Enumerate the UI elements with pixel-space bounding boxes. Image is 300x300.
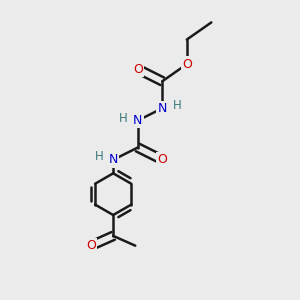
Text: N: N: [109, 153, 118, 166]
Text: O: O: [133, 62, 143, 76]
Text: O: O: [182, 58, 192, 70]
Text: O: O: [86, 239, 96, 252]
Text: H: H: [95, 150, 104, 163]
Text: N: N: [158, 102, 167, 115]
Text: N: N: [133, 114, 142, 127]
Text: H: H: [118, 112, 127, 124]
Text: H: H: [172, 99, 182, 112]
Text: O: O: [157, 153, 167, 166]
